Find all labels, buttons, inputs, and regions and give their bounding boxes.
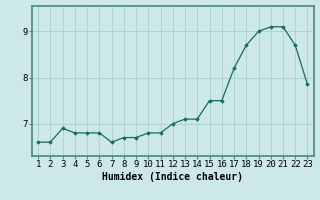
X-axis label: Humidex (Indice chaleur): Humidex (Indice chaleur)	[102, 172, 243, 182]
